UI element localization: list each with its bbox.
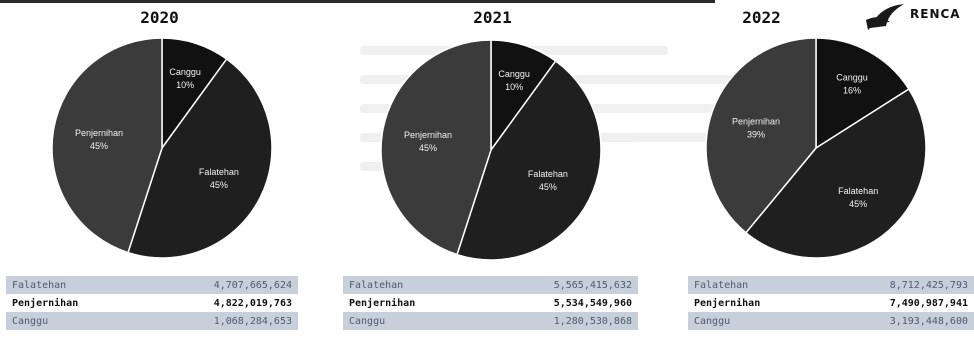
logo-mark-icon	[866, 4, 904, 30]
slice-percent-label: 45%	[90, 141, 108, 151]
row-label: Penjernihan	[349, 297, 416, 309]
row-value: 7,490,987,941	[889, 297, 968, 309]
row-value: 4,707,665,624	[213, 279, 292, 291]
table-row: Penjernihan 5,534,549,960	[343, 294, 638, 312]
value-table-2021: Falatehan 5,565,415,632 Penjernihan 5,53…	[343, 276, 638, 330]
pie-slice-falatehan	[456, 59, 602, 261]
slice-label: Falatehan	[199, 167, 239, 177]
chart-panel-2022: 2022 Canggu 16% Falatehan 45% Penjernihan 39%…	[674, 0, 974, 338]
table-row: Penjernihan 7,490,987,941	[688, 294, 974, 312]
slice-label: Penjernihan	[404, 130, 452, 140]
pie-slice-canggu	[815, 37, 910, 150]
pie-chart-2022: Canggu 16% Falatehan 45% Penjernihan 39%	[705, 37, 927, 259]
pie-chart-2021: Canggu 10% Falatehan 45% Penjernihan 45%	[380, 39, 602, 261]
row-label: Falatehan	[12, 279, 67, 291]
table-row: Penjernihan 4,822,019,763	[6, 294, 298, 312]
value-table-2020: Falatehan 4,707,665,624 Penjernihan 4,82…	[6, 276, 298, 330]
row-value: 8,712,425,793	[889, 279, 968, 291]
chart-panel-2021: 2021 Canggu 10% Falatehan 45% Penjernihan 45%…	[335, 0, 650, 338]
row-value: 4,822,019,763	[213, 297, 292, 309]
table-row: Falatehan 8,712,425,793	[688, 276, 974, 294]
chart-title: 2022	[742, 8, 781, 27]
pie-slice-falatehan	[744, 88, 927, 259]
chart-title: 2020	[140, 8, 179, 27]
table-row: Falatehan 4,707,665,624	[6, 276, 298, 294]
table-row: Canggu 3,193,448,600	[688, 312, 974, 330]
slice-label: Falatehan	[528, 169, 568, 179]
slice-percent-label: 39%	[747, 129, 765, 139]
top-rule	[0, 0, 715, 3]
row-value: 1,068,284,653	[213, 315, 292, 327]
pie-chart-2020: Canggu 10% Falatehan 45% Penjernihan 45%	[51, 37, 273, 259]
table-row: Falatehan 5,565,415,632	[343, 276, 638, 294]
pie-slice-penjernihan	[380, 39, 492, 256]
slice-percent-label: 10%	[505, 82, 523, 92]
slice-label: Canggu	[836, 72, 868, 82]
row-value: 3,193,448,600	[889, 315, 968, 327]
pie-slice-falatehan	[127, 57, 273, 259]
table-row: Canggu 1,068,284,653	[6, 312, 298, 330]
slice-percent-label: 45%	[539, 182, 557, 192]
row-label: Canggu	[12, 315, 49, 327]
slice-label: Penjernihan	[75, 128, 123, 138]
slice-percent-label: 45%	[849, 199, 867, 209]
row-value: 1,280,530,868	[553, 315, 632, 327]
row-label: Canggu	[694, 315, 731, 327]
chart-panel-2020: 2020 Canggu 10% Falatehan 45% Penjernihan 45%…	[2, 0, 317, 338]
row-label: Falatehan	[349, 279, 404, 291]
row-value: 5,534,549,960	[553, 297, 632, 309]
table-row: Canggu 1,280,530,868	[343, 312, 638, 330]
slice-label: Canggu	[498, 69, 530, 79]
pie-slice-penjernihan	[51, 37, 163, 254]
row-label: Penjernihan	[694, 297, 761, 309]
slice-percent-label: 45%	[210, 180, 228, 190]
slice-label: Penjernihan	[732, 116, 780, 126]
company-logo: RENCA	[864, 2, 974, 32]
row-label: Penjernihan	[12, 297, 79, 309]
pie-slice-penjernihan	[705, 37, 817, 234]
slice-label: Canggu	[169, 67, 201, 77]
row-label: Canggu	[349, 315, 386, 327]
slice-percent-label: 10%	[176, 80, 194, 90]
slice-label: Falatehan	[838, 186, 878, 196]
row-label: Falatehan	[694, 279, 749, 291]
logo-text: RENCA	[910, 7, 961, 21]
value-table-2022: Falatehan 8,712,425,793 Penjernihan 7,49…	[688, 276, 974, 330]
slice-percent-label: 16%	[843, 85, 861, 95]
chart-title: 2021	[473, 8, 512, 27]
slice-percent-label: 45%	[419, 143, 437, 153]
row-value: 5,565,415,632	[553, 279, 632, 291]
